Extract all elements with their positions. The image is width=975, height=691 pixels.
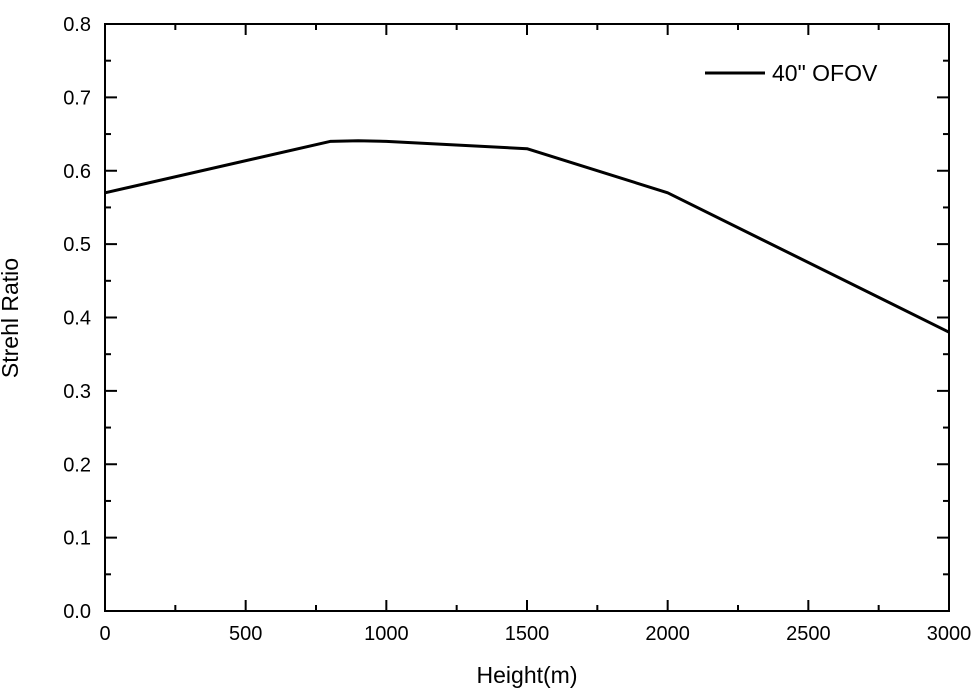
- y-tick-label: 0.7: [63, 87, 91, 109]
- x-axis-ticks: [104, 24, 950, 611]
- y-tick-label: 0.6: [63, 161, 91, 183]
- x-tick-label: 2500: [786, 623, 831, 645]
- y-tick-label: 0.3: [63, 381, 91, 403]
- x-tick-label: 500: [229, 623, 262, 645]
- y-tick-label: 0.5: [63, 234, 91, 256]
- series-line: [104, 139, 950, 334]
- y-axis-tick-labels: 0.0 0.1 0.2 0.3 0.4 0.5 0.6 0.7 0.8: [63, 14, 91, 623]
- y-tick-label: 0.8: [63, 14, 91, 36]
- legend-label: 40" OFOV: [772, 60, 878, 86]
- legend: 40" OFOV: [705, 60, 878, 86]
- series-layer: [104, 139, 950, 334]
- x-axis-tick-labels: 0 500 1000 1500 2000 2500 3000: [99, 623, 971, 645]
- y-axis-ticks: [105, 23, 949, 612]
- plot-frame: [104, 23, 950, 612]
- x-tick-label: 1500: [505, 623, 550, 645]
- x-tick-label: 0: [99, 623, 110, 645]
- x-axis-title: Height(m): [477, 662, 578, 688]
- y-tick-label: 0.4: [63, 308, 91, 330]
- y-axis-title: Strehl Ratio: [0, 258, 23, 378]
- x-tick-label: 3000: [927, 623, 972, 645]
- y-tick-label: 0.1: [63, 528, 91, 550]
- x-tick-label: 1000: [364, 623, 409, 645]
- y-tick-label: 0.0: [63, 601, 91, 623]
- x-tick-label: 2000: [645, 623, 690, 645]
- y-tick-label: 0.2: [63, 454, 91, 476]
- plot-area-border: [104, 23, 950, 612]
